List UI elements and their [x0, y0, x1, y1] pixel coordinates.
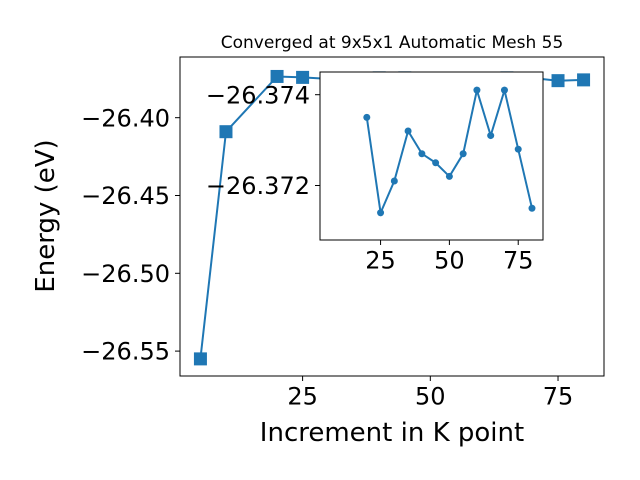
inset-data-point — [500, 86, 508, 94]
inset-data-point — [445, 172, 453, 180]
main-x-tick-label: 75 — [543, 382, 574, 410]
main-y-tick-label: −26.45 — [81, 182, 170, 210]
inset-data-point — [363, 113, 371, 121]
main-data-point — [219, 125, 233, 139]
inset-data-point — [514, 145, 522, 153]
main-data-point — [551, 74, 565, 88]
main-plot-frame — [179, 56, 605, 377]
inset-data-point — [459, 150, 467, 158]
main-x-tick-label: 25 — [287, 382, 318, 410]
inset-data-point — [377, 209, 385, 217]
inset-y-tick-label: −26.374 — [206, 81, 310, 109]
x-axis-label: Increment in K point — [260, 418, 524, 448]
inset-y-ticks: −26.374 −26.372 — [206, 81, 320, 200]
main-y-tick-label: −26.40 — [81, 104, 170, 132]
chart-title: Converged at 9x5x1 Automatic Mesh 55 — [221, 33, 564, 53]
inset-data-point — [404, 127, 412, 135]
main-y-tick-label: −26.55 — [81, 338, 170, 366]
inset-data-point — [487, 132, 495, 140]
inset-x-tick-label: 25 — [365, 246, 396, 274]
inset-plot-frame — [319, 71, 544, 241]
inset-data-point — [528, 204, 536, 212]
inset-series — [363, 86, 536, 217]
main-x-ticks: 25 50 75 — [287, 376, 573, 410]
inset-chart: −26.374 −26.372 25 50 75 — [206, 71, 544, 274]
inset-data-point — [418, 150, 426, 158]
main-x-tick-label: 50 — [415, 382, 446, 410]
inset-x-tick-label: 50 — [434, 246, 465, 274]
main-data-point — [193, 352, 207, 366]
inset-y-tick-label: −26.372 — [206, 172, 310, 200]
main-data-point — [270, 69, 284, 83]
main-y-ticks: −26.40 −26.45 −26.50 −26.55 — [81, 104, 180, 366]
inset-x-tick-label: 75 — [503, 246, 534, 274]
main-data-point — [296, 70, 310, 84]
main-y-tick-label: −26.50 — [81, 260, 170, 288]
inset-data-point — [390, 177, 398, 185]
y-axis-label: Energy (eV) — [31, 139, 61, 292]
main-data-point — [577, 73, 591, 87]
inset-data-point — [473, 86, 481, 94]
inset-x-ticks: 25 50 75 — [365, 240, 533, 274]
inset-background — [320, 72, 543, 240]
inset-data-point — [432, 159, 440, 167]
